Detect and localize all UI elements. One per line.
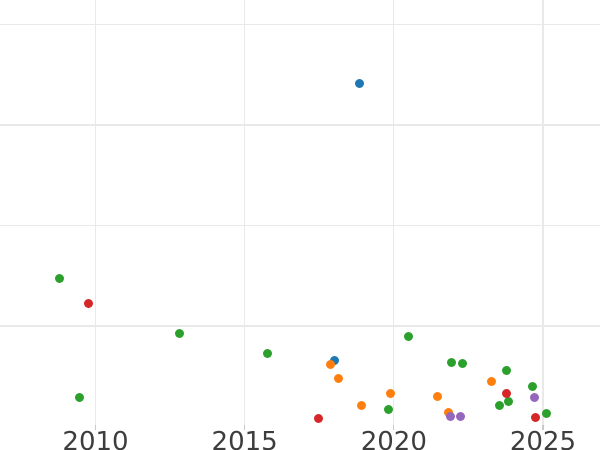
x-tick-label: 2015 bbox=[211, 427, 278, 450]
x-tick-label: 2010 bbox=[62, 427, 129, 450]
data-point-series-red bbox=[531, 412, 541, 422]
x-tick-label: 2025 bbox=[509, 427, 577, 450]
data-point-series-green bbox=[494, 400, 504, 410]
data-point-series-purple bbox=[445, 411, 455, 421]
data-point-series-green bbox=[504, 396, 514, 406]
data-point-series-green bbox=[75, 392, 85, 402]
data-point-series-green bbox=[542, 408, 552, 418]
data-point-series-blue bbox=[355, 79, 365, 89]
data-point-series-orange bbox=[357, 400, 367, 410]
data-point-series-orange bbox=[386, 388, 396, 398]
x-tick-mark bbox=[243, 425, 246, 430]
x-tick-mark bbox=[393, 425, 395, 430]
data-point-series-orange bbox=[487, 376, 497, 386]
data-point-series-green bbox=[263, 348, 273, 358]
x-gridline bbox=[94, 0, 97, 425]
x-gridline bbox=[542, 0, 544, 425]
y-gridline bbox=[0, 224, 600, 227]
data-point-series-green bbox=[447, 357, 457, 367]
y-gridline bbox=[0, 124, 600, 126]
x-tick-mark bbox=[542, 425, 544, 430]
data-point-series-red bbox=[502, 388, 512, 398]
data-point-series-orange bbox=[326, 359, 336, 369]
data-point-series-green bbox=[458, 358, 468, 368]
x-tick-mark bbox=[94, 425, 97, 430]
x-gridline bbox=[243, 0, 246, 425]
data-point-series-green bbox=[527, 381, 537, 391]
data-point-series-red bbox=[314, 413, 324, 423]
data-point-series-green bbox=[403, 331, 413, 341]
data-point-series-red bbox=[83, 299, 93, 309]
data-point-series-orange bbox=[333, 373, 343, 383]
data-point-series-orange bbox=[432, 391, 442, 401]
x-tick-label: 2020 bbox=[360, 427, 427, 450]
data-point-series-purple bbox=[456, 411, 466, 421]
data-point-series-green bbox=[54, 274, 64, 284]
data-point-series-green bbox=[175, 328, 185, 338]
data-point-series-blue bbox=[329, 355, 339, 365]
x-gridline bbox=[393, 0, 395, 425]
data-point-series-green bbox=[501, 365, 511, 375]
y-gridline bbox=[0, 325, 600, 327]
y-gridline bbox=[0, 23, 600, 26]
data-point-series-purple bbox=[530, 392, 540, 402]
data-point-series-green bbox=[384, 404, 394, 414]
